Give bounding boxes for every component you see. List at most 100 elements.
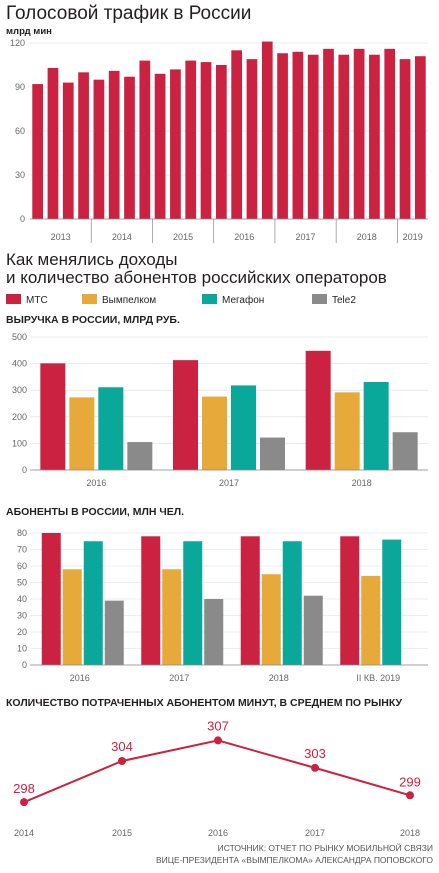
subscribers-ytick-label: 30 [17,611,27,621]
revenue-title: ВЫРУЧКА В РОССИИ, МЛРД РУБ. [6,314,180,326]
subscribers-bar-mts [41,533,61,665]
revenue-chart: 0 100 200 300 400 500 2016 2017 2018 [12,332,428,488]
revenue-bar-megafon [363,381,389,470]
revenue-ytick-label: 200 [12,412,27,422]
revenue-ytick-label: 100 [12,438,27,448]
legend-label-beeline: Вымпелком [102,295,156,306]
subscribers-ytick-label: 0 [22,660,27,670]
traffic-year-label: 2019 [403,232,423,242]
revenue-ytick-label: 300 [12,385,27,395]
subscribers-ytick-label: 50 [17,578,27,588]
subscribers-bar-megafon [83,541,103,665]
minutes-point [118,757,126,765]
subscribers-bar-tele2 [204,599,224,665]
revenue-ytick-label: 500 [12,332,27,342]
minutes-year-label: 2017 [305,828,325,838]
revenue-bar-beeline [202,396,227,470]
traffic-bar [78,72,89,219]
traffic-bar [170,69,181,220]
subscribers-title: АБОНЕНТЫ В РОССИИ, МЛН ЧЕЛ. [6,506,184,518]
minutes-value-label: 298 [13,781,35,796]
subscribers-bar-tele2 [104,600,124,665]
traffic-bar [399,59,411,220]
revenue-bar-tele2 [127,442,153,470]
revenue-category-label: 2017 [219,478,239,488]
traffic-bar [185,60,197,219]
traffic-bar [124,76,135,219]
traffic-unit: млрд мин [6,26,52,37]
legend-swatch-megafon [202,294,217,304]
minutes-point [406,791,414,800]
traffic-ytick-label: 0 [20,214,25,224]
revenue-bar-mts [305,350,331,470]
minutes-value-label: 307 [207,718,229,733]
minutes-point [311,763,319,772]
subscribers-bar-beeline [162,569,182,665]
traffic-bar [384,48,396,219]
traffic-ytick-label: 30 [15,170,25,180]
subscribers-category-label: 2017 [169,673,189,683]
traffic-ytick-label: 120 [10,38,25,48]
minutes-title: КОЛИЧЕСТВО ПОТРАЧЕННЫХ АБОНЕНТОМ МИНУТ, … [6,697,403,709]
traffic-bar [246,59,258,220]
subscribers-bar-beeline [62,569,82,665]
traffic-bar [231,50,243,220]
legend-label-mts: МТС [26,295,48,306]
subscribers-chart: 0 10 20 30 40 50 60 70 80 2016 2017 2018 II КВ. 2019 [17,528,428,683]
minutes-year-label: 2018 [400,828,420,838]
legend-swatch-tele2 [312,294,327,304]
subscribers-ytick-label: 20 [17,627,27,637]
traffic-bar [108,70,120,219]
subscribers-ytick-label: 70 [17,545,27,555]
traffic-bar [369,54,380,219]
traffic-year-label: 2018 [357,232,377,242]
revenue-bar-beeline [69,397,95,470]
subscribers-ytick-label: 80 [17,528,27,538]
traffic-bar [353,48,365,219]
revenue-category-label: 2016 [86,478,106,488]
operators-title-line2: и количество абонентов российских операт… [6,268,387,287]
traffic-bar [323,48,334,219]
subscribers-category-label: II КВ. 2019 [356,673,400,683]
subscribers-bar-mts [141,536,161,665]
subscribers-category-label: 2018 [269,673,289,683]
subscribers-bar-megafon [382,539,402,665]
traffic-bar [414,56,426,220]
traffic-year-label: 2016 [234,232,254,242]
minutes-line [23,739,411,804]
minutes-point [214,736,222,745]
operators-title-line1: Как менялись доходы [6,250,177,269]
revenue-bar-beeline [334,392,360,470]
minutes-point [20,798,28,807]
revenue-bar-megafon [231,385,256,470]
traffic-year-label: 2013 [51,232,71,242]
traffic-bar [47,67,59,219]
revenue-ytick-label: 400 [12,359,27,369]
traffic-bar [277,53,288,220]
traffic-title: Голосовой трафик в России [6,3,251,24]
subscribers-bar-beeline [361,575,381,665]
legend-label-megafon: Мегафон [222,294,264,306]
traffic-bar [154,73,166,219]
traffic-bar [261,41,273,220]
subscribers-bar-megafon [183,541,203,665]
revenue-bar-tele2 [392,432,418,470]
subscribers-bar-tele2 [303,595,323,665]
traffic-bar [292,51,304,219]
traffic-bar [200,62,212,219]
minutes-year-label: 2014 [14,828,34,838]
revenue-bar-mts [173,360,198,470]
subscribers-ytick-label: 10 [17,644,27,654]
subscribers-ytick-label: 60 [17,561,27,571]
traffic-ytick-label: 90 [15,82,25,92]
minutes-year-label: 2015 [112,828,132,838]
minutes-chart: 298 2014 304 2015 307 2016 303 2017 299 2018 [13,718,421,838]
legend-swatch-mts [6,294,21,304]
traffic-year-label: 2017 [296,232,316,242]
minutes-value-label: 304 [111,739,133,754]
legend-label-tele2: Tele2 [332,295,356,306]
traffic-bar [139,60,151,219]
legend: МТС Вымпелком Мегафон Tele2 [6,294,356,306]
subscribers-bar-mts [340,536,360,665]
